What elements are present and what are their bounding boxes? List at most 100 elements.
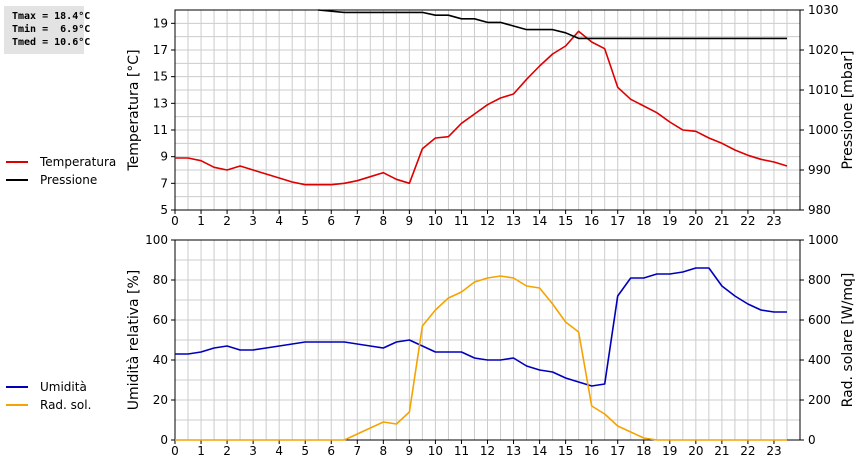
y-left-axis-label: Umidità relativa [%] (126, 270, 142, 411)
x-tick-label: 2 (223, 444, 231, 458)
x-tick-label: 23 (766, 214, 781, 228)
x-tick-label: 15 (558, 444, 573, 458)
x-tick-label: 6 (327, 214, 335, 228)
legend-label: Temperatura (40, 155, 117, 169)
y-right-tick-label: 990 (808, 163, 831, 177)
y-right-tick-label: 1010 (808, 83, 839, 97)
x-tick-label: 7 (353, 214, 361, 228)
legend-bottom-items: Umidità Rad. sol. (6, 378, 91, 414)
x-tick-label: 11 (454, 214, 469, 228)
series-line-umidit (175, 267, 787, 387)
x-tick-label: 22 (740, 444, 755, 458)
x-tick-label: 20 (688, 214, 703, 228)
series-line-rad-sol (175, 275, 787, 441)
legend-swatch (6, 161, 28, 163)
legend-swatch (6, 404, 28, 406)
x-tick-label: 21 (714, 214, 729, 228)
legend-item-rad-sol: Rad. sol. (6, 396, 91, 414)
y-left-tick-label: 11 (153, 123, 168, 137)
y-right-tick-label: 1030 (808, 3, 839, 17)
x-tick-label: 1 (197, 444, 205, 458)
x-tick-label: 15 (558, 214, 573, 228)
y-right-tick-label: 400 (808, 353, 831, 367)
x-tick-label: 16 (584, 444, 599, 458)
y-left-tick-label: 20 (153, 393, 168, 407)
x-tick-label: 23 (766, 444, 781, 458)
x-tick-label: 3 (249, 214, 257, 228)
x-tick-label: 17 (610, 214, 625, 228)
tmed-text: Tmed = 10.6°C (12, 37, 91, 48)
x-tick-label: 9 (406, 214, 414, 228)
x-tick-label: 19 (662, 444, 677, 458)
series-line-temperatura (175, 30, 788, 186)
x-tick-label: 9 (406, 444, 414, 458)
y-left-tick-label: 19 (153, 16, 168, 30)
tmin-text: Tmin = 6.9°C (12, 24, 91, 35)
series-line-pressione (318, 9, 787, 40)
stats-box: Tmax = 18.4°C Tmin = 6.9°C Tmed = 10.6°C (4, 6, 91, 54)
x-tick-label: 12 (480, 214, 495, 228)
legend-swatch (6, 179, 28, 181)
tmax-text: Tmax = 18.4°C (12, 11, 91, 22)
y-left-tick-label: 80 (153, 273, 168, 287)
x-tick-label: 7 (353, 444, 361, 458)
x-tick-label: 12 (480, 444, 495, 458)
x-tick-label: 1 (197, 214, 205, 228)
y-right-tick-label: 800 (808, 273, 831, 287)
y-left-tick-label: 7 (160, 176, 168, 190)
y-right-tick-label: 1000 (808, 123, 839, 137)
x-tick-label: 19 (662, 214, 677, 228)
x-tick-label: 10 (428, 214, 443, 228)
x-tick-label: 22 (740, 214, 755, 228)
x-tick-label: 16 (584, 214, 599, 228)
y-left-tick-label: 60 (153, 313, 168, 327)
x-tick-label: 20 (688, 444, 703, 458)
x-tick-label: 18 (636, 214, 651, 228)
y-left-tick-label: 5 (160, 203, 168, 217)
legend-top: Temperatura Pressione (6, 153, 116, 189)
y-right-tick-label: 1000 (808, 233, 839, 247)
legend-label: Pressione (40, 173, 98, 187)
legend-item-pressione: Pressione (6, 171, 116, 189)
y-right-tick-label: 0 (808, 433, 816, 447)
legend-label: Umidità (40, 380, 87, 394)
y-left-tick-label: 0 (160, 433, 168, 447)
x-tick-label: 17 (610, 444, 625, 458)
x-tick-label: 4 (275, 444, 283, 458)
x-tick-label: 8 (380, 214, 388, 228)
y-right-tick-label: 200 (808, 393, 831, 407)
y-right-axis-label: Pressione [mbar] (840, 50, 856, 169)
x-tick-label: 13 (506, 444, 521, 458)
x-tick-label: 8 (380, 444, 388, 458)
y-left-tick-label: 40 (153, 353, 168, 367)
y-left-tick-label: 13 (153, 96, 168, 110)
y-left-axis-label: Temperatura [°C] (126, 49, 142, 171)
x-tick-label: 14 (532, 214, 547, 228)
legend-item-umidita: Umidità (6, 378, 91, 396)
x-tick-label: 2 (223, 214, 231, 228)
x-tick-label: 5 (301, 214, 309, 228)
y-right-axis-label: Rad. solare [W/mq] (840, 273, 856, 408)
x-tick-label: 6 (327, 444, 335, 458)
x-tick-label: 14 (532, 444, 547, 458)
y-left-tick-label: 9 (160, 150, 168, 164)
x-tick-label: 0 (171, 444, 179, 458)
legend-label: Rad. sol. (40, 398, 92, 412)
x-tick-label: 3 (249, 444, 257, 458)
legend-item-temperatura: Temperatura (6, 153, 116, 171)
x-tick-label: 0 (171, 214, 179, 228)
x-tick-label: 21 (714, 444, 729, 458)
x-tick-label: 13 (506, 214, 521, 228)
x-tick-label: 4 (275, 214, 283, 228)
y-left-tick-label: 17 (153, 43, 168, 57)
y-right-tick-label: 1020 (808, 43, 839, 57)
x-tick-label: 11 (454, 444, 469, 458)
legend-swatch (6, 386, 28, 388)
y-right-tick-label: 600 (808, 313, 831, 327)
y-right-tick-label: 980 (808, 203, 831, 217)
x-tick-label: 18 (636, 444, 651, 458)
y-left-tick-label: 15 (153, 70, 168, 84)
x-tick-label: 5 (301, 444, 309, 458)
x-tick-label: 10 (428, 444, 443, 458)
